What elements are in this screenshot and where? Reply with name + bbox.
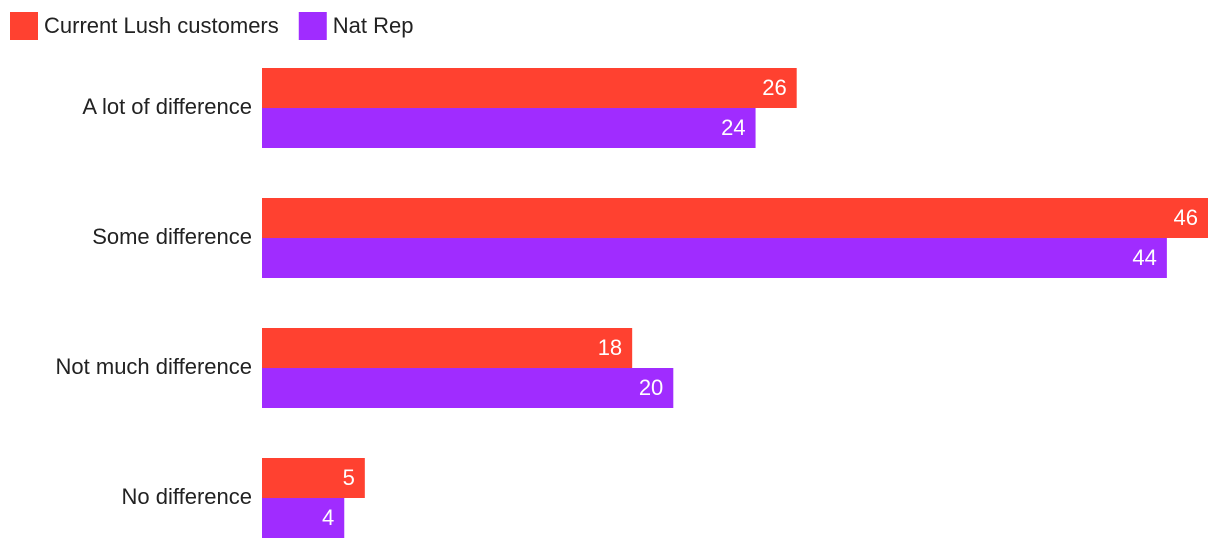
value-label: 44	[1132, 245, 1156, 270]
category-label: No difference	[122, 484, 252, 509]
value-label: 24	[721, 115, 745, 140]
bar	[262, 198, 1208, 238]
bar	[262, 68, 797, 108]
bar	[262, 328, 633, 368]
bar	[262, 458, 365, 498]
category-label: Some difference	[92, 224, 252, 249]
value-label: 5	[343, 465, 355, 490]
bar	[262, 108, 756, 148]
value-label: 20	[639, 375, 663, 400]
bar	[262, 238, 1167, 278]
legend-swatch	[298, 12, 327, 40]
legend-swatch	[10, 12, 38, 40]
value-label: 4	[322, 505, 334, 530]
value-label: 18	[598, 335, 622, 360]
legend-label: Current Lush customers	[44, 13, 279, 38]
category-label: Not much difference	[56, 354, 252, 379]
bar	[262, 368, 674, 408]
legend-label: Nat Rep	[333, 13, 414, 38]
bar	[262, 498, 345, 538]
category-label: A lot of difference	[82, 94, 252, 119]
value-label: 46	[1174, 205, 1198, 230]
value-label: 26	[762, 75, 786, 100]
